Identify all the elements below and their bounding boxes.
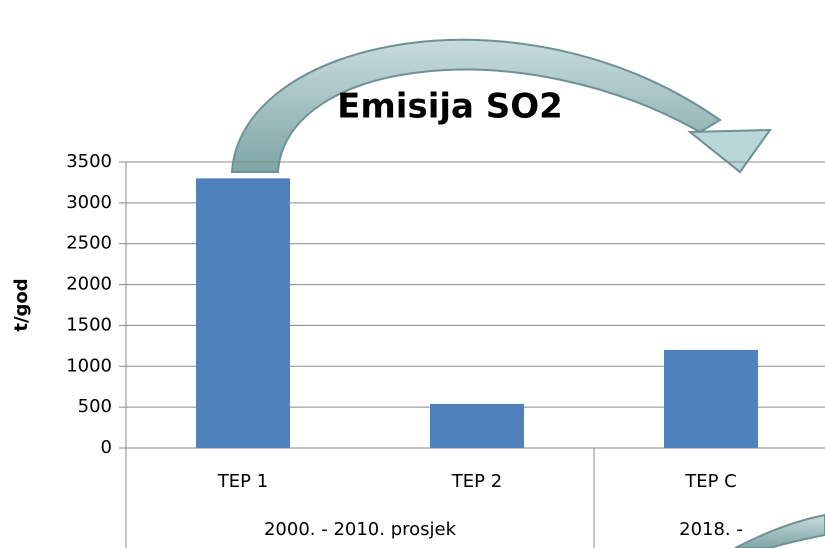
decorative-arrow (230, 38, 825, 548)
bar (664, 349, 758, 448)
y-axis-label: t/god (11, 278, 32, 331)
y-tick-label: 2500 (66, 233, 112, 254)
group-label: 2000. - 2010. prosjek (264, 519, 457, 540)
y-tick-label: 1000 (66, 355, 112, 376)
y-tick-label: 3000 (66, 192, 112, 213)
x-tick-label: TEP 2 (451, 471, 502, 492)
x-tick-label: TEP 1 (217, 471, 268, 492)
y-tick-label: 1500 (66, 314, 112, 335)
group-label: 2018. - (679, 519, 743, 540)
y-tick-label: 500 (78, 396, 112, 417)
bar (430, 403, 524, 448)
chart-title: Emisija SO2 (337, 87, 563, 127)
y-tick-label: 0 (101, 437, 112, 458)
y-tick-label: 3500 (66, 151, 112, 172)
x-tick-label: TEP C (684, 471, 737, 492)
y-tick-label: 2000 (66, 274, 112, 295)
bar (196, 178, 290, 449)
